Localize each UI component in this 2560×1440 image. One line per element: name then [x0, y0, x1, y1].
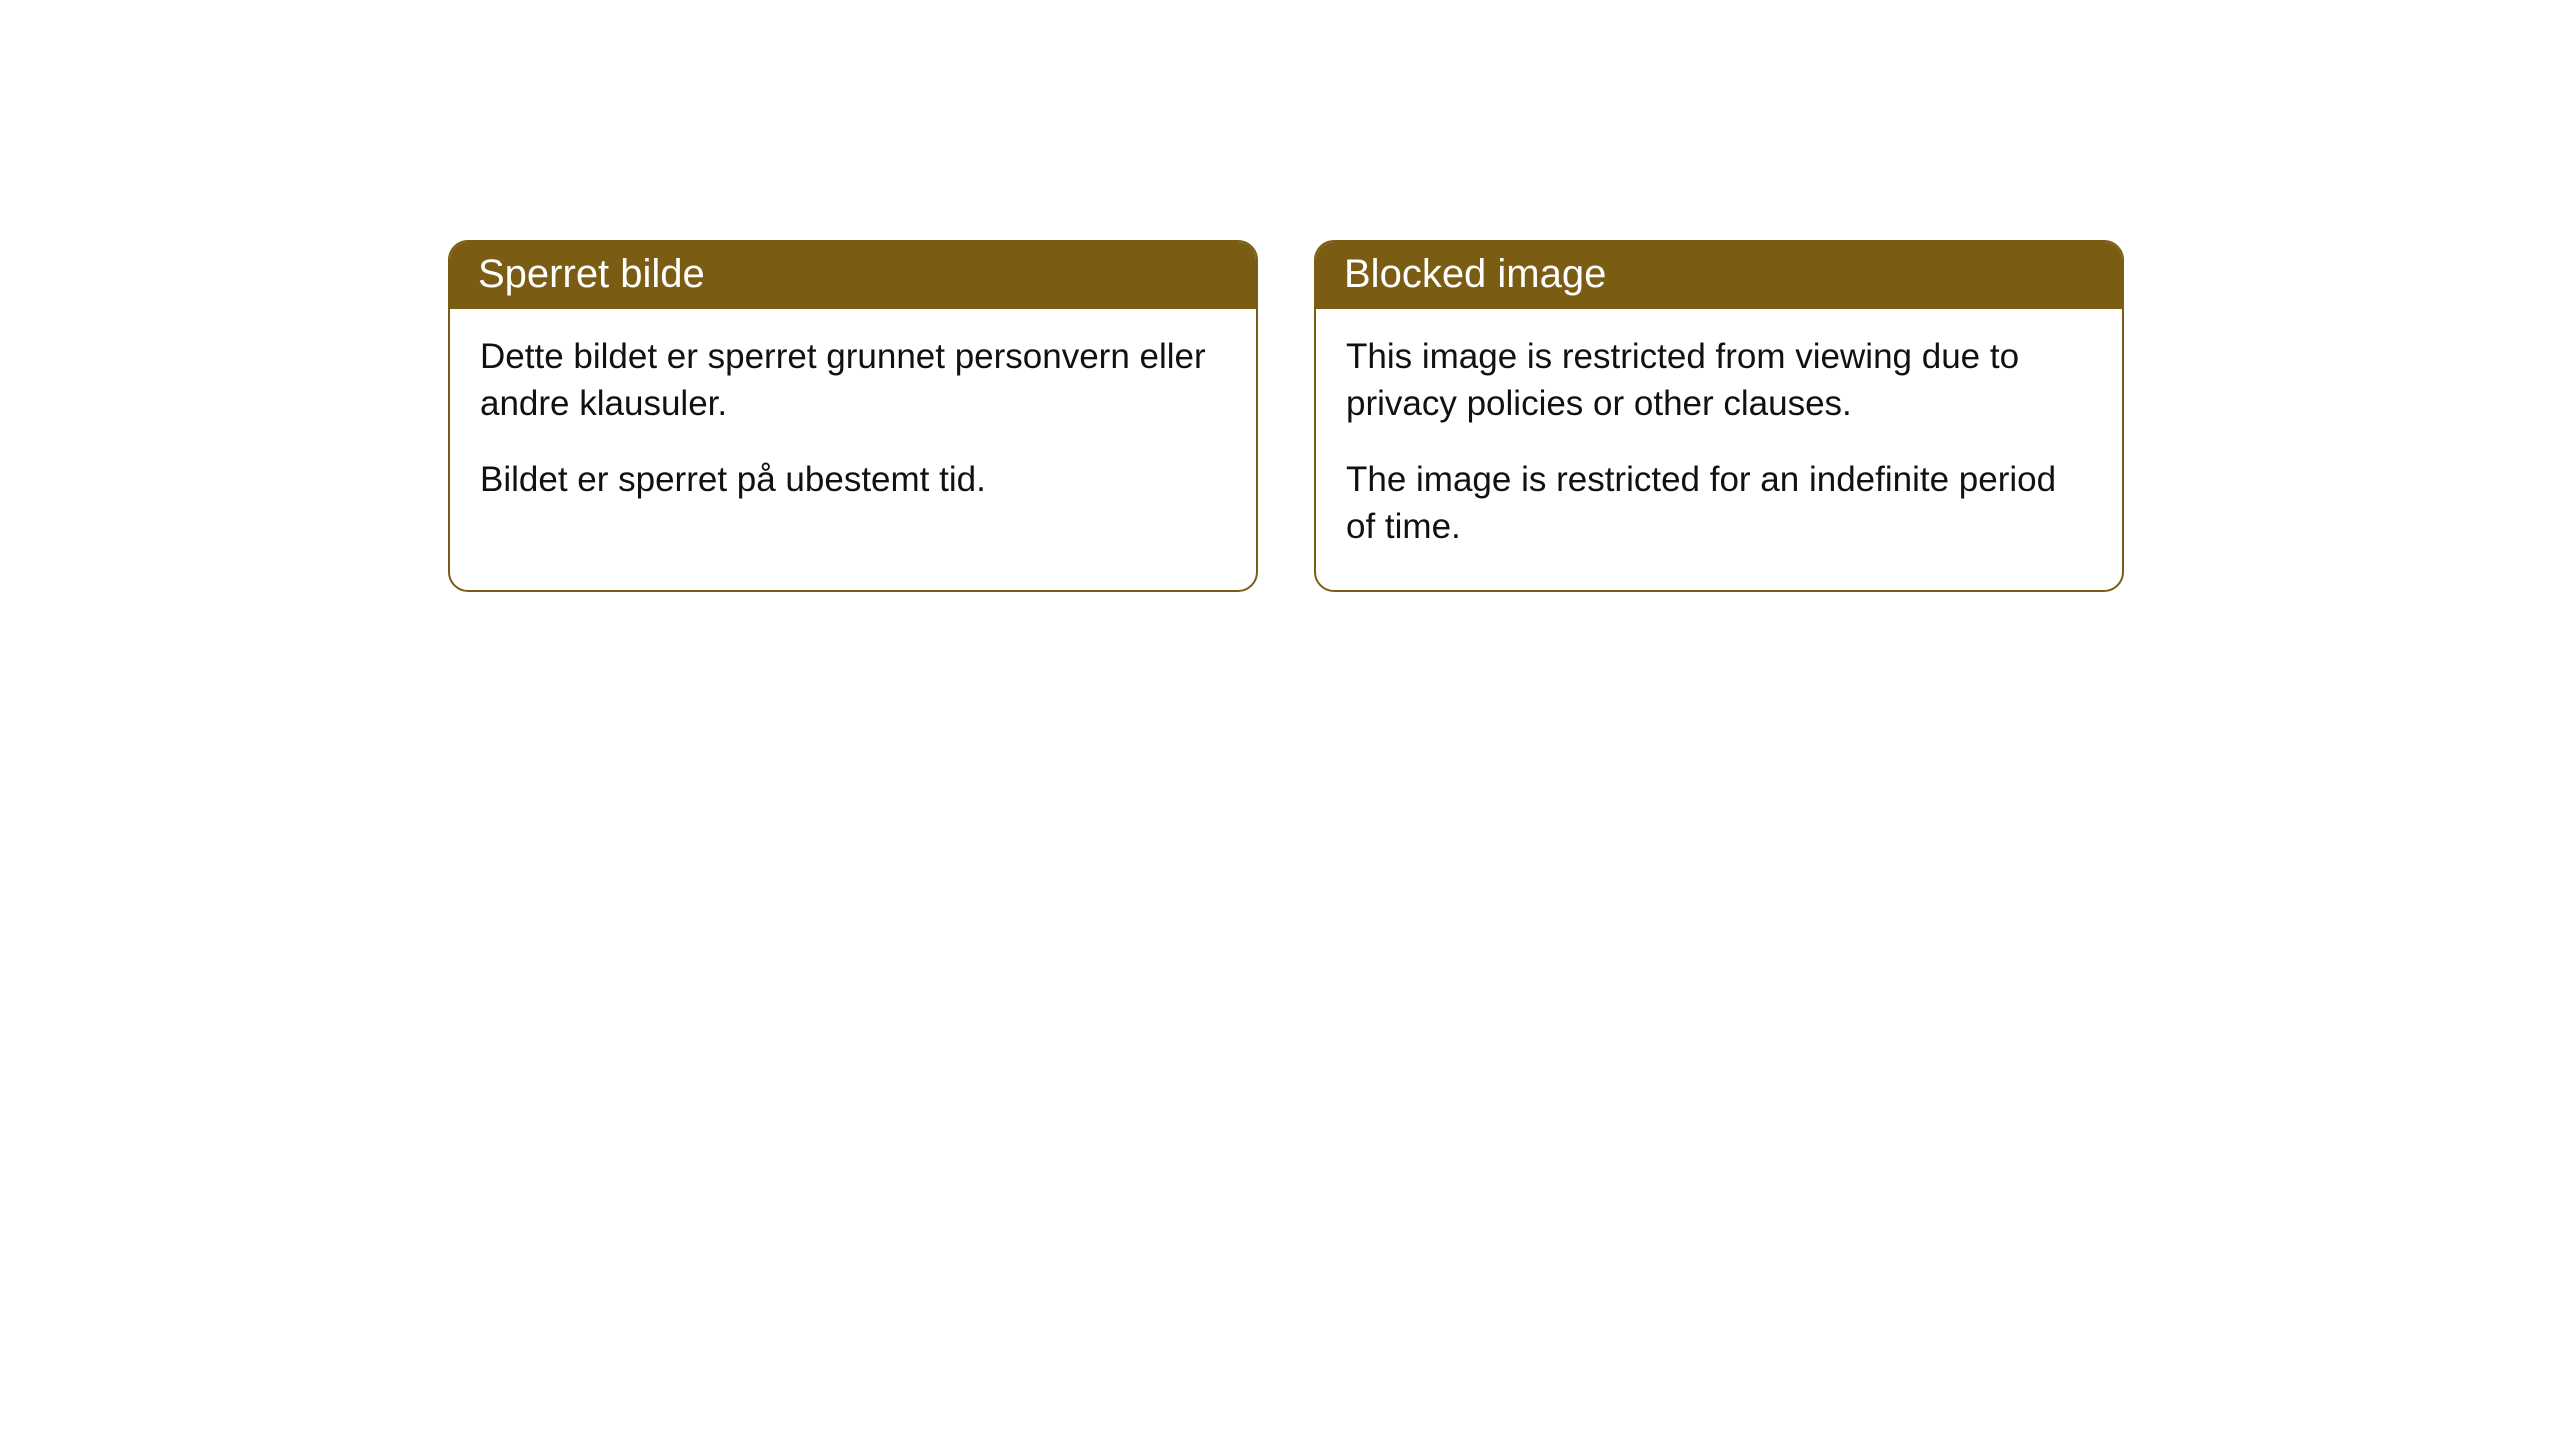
card-paragraph: This image is restricted from viewing du… [1346, 333, 2092, 428]
card-paragraph: Bildet er sperret på ubestemt tid. [480, 456, 1226, 503]
card-paragraph: The image is restricted for an indefinit… [1346, 456, 2092, 551]
card-header-english: Blocked image [1316, 242, 2122, 309]
card-body-english: This image is restricted from viewing du… [1316, 309, 2122, 590]
card-norwegian: Sperret bilde Dette bildet er sperret gr… [448, 240, 1258, 592]
notice-cards-container: Sperret bilde Dette bildet er sperret gr… [0, 0, 2560, 592]
card-english: Blocked image This image is restricted f… [1314, 240, 2124, 592]
card-paragraph: Dette bildet er sperret grunnet personve… [480, 333, 1226, 428]
card-header-norwegian: Sperret bilde [450, 242, 1256, 309]
card-body-norwegian: Dette bildet er sperret grunnet personve… [450, 309, 1256, 543]
